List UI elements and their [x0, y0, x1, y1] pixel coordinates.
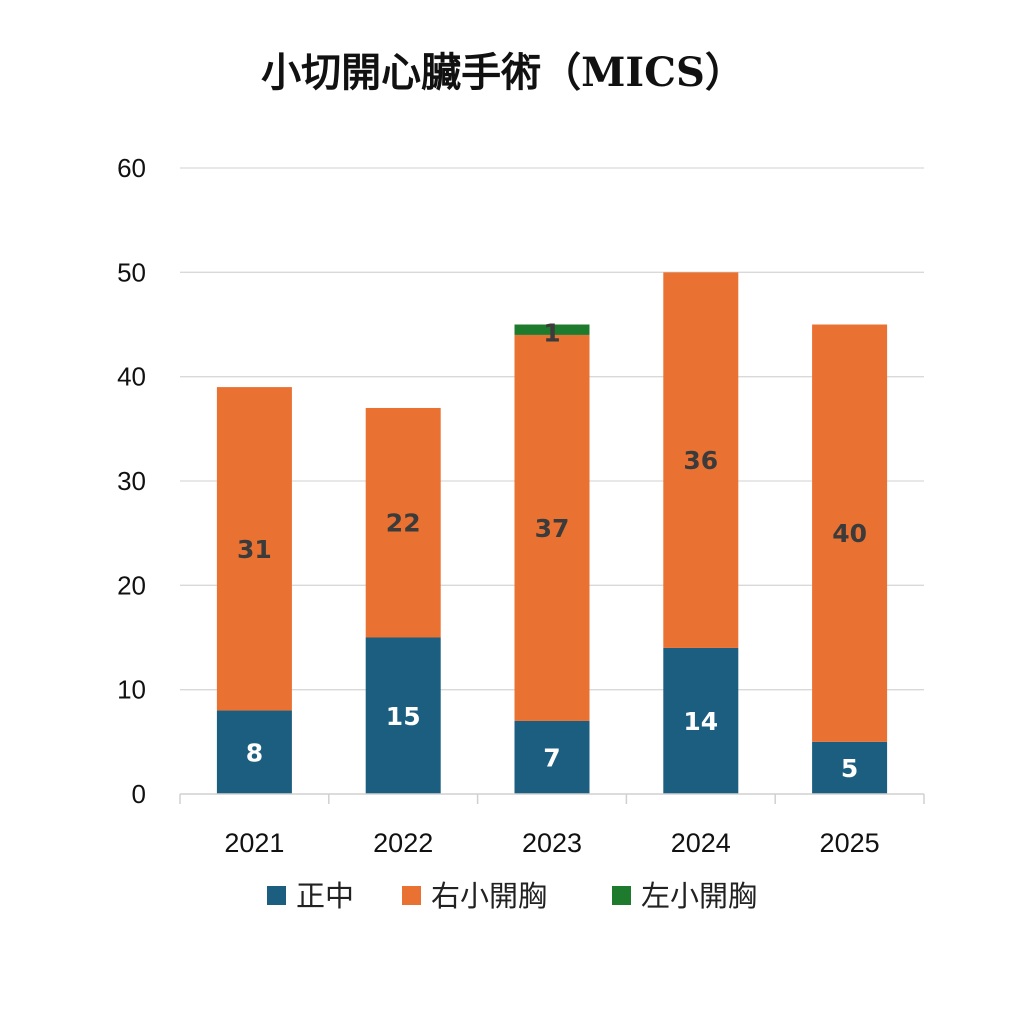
legend-swatch-左小開胸 — [612, 886, 631, 905]
bar-2023-右小開胸 — [514, 334, 590, 721]
bar-2023-左小開胸 — [514, 324, 590, 335]
data-label-2025-右小開胸: 40 — [832, 519, 867, 548]
y-tick-label-20: 20 — [117, 570, 146, 600]
legend-label-正中: 正中 — [296, 879, 354, 913]
x-tick-label-2025: 2025 — [820, 828, 880, 858]
bar-2021-正中 — [216, 710, 292, 794]
legend-swatch-正中 — [267, 886, 286, 905]
y-tick-label-10: 10 — [117, 675, 146, 705]
bar-2023-正中 — [514, 720, 590, 794]
y-tick-label-40: 40 — [117, 362, 146, 392]
y-tick-label-30: 30 — [117, 466, 146, 496]
data-labels: 8 31 15 22 7 37 1 14 36 5 40 — [237, 319, 867, 783]
legend: 正中 右小開胸 左小開胸 — [267, 879, 757, 913]
bar-2024-右小開胸 — [663, 272, 739, 648]
x-tick-label-2024: 2024 — [671, 828, 731, 858]
bar-2021-右小開胸 — [216, 387, 292, 711]
bar-2025-正中 — [812, 741, 888, 794]
data-label-2025-正中: 5 — [841, 754, 858, 783]
x-tick-label-2023: 2023 — [522, 828, 582, 858]
data-label-2021-右小開胸: 31 — [237, 535, 272, 564]
x-tick-label-2021: 2021 — [224, 828, 284, 858]
data-label-2021-正中: 8 — [246, 738, 263, 767]
data-label-2023-正中: 7 — [543, 743, 560, 772]
bar-2022-正中 — [365, 637, 441, 794]
y-axis: 0 10 20 30 40 50 60 — [117, 153, 146, 809]
bar-2025-右小開胸 — [812, 324, 888, 742]
legend-label-左小開胸: 左小開胸 — [641, 879, 757, 913]
legend-swatch-右小開胸 — [402, 886, 421, 905]
x-axis: 2021 2022 2023 2024 2025 — [179, 793, 925, 858]
data-label-2023-右小開胸: 37 — [535, 514, 570, 543]
bar-2022-右小開胸 — [365, 407, 441, 638]
data-label-2022-正中: 15 — [386, 702, 421, 731]
bar-segments — [216, 272, 888, 794]
y-tick-label-0: 0 — [132, 779, 146, 809]
chart-title: 小切開心臟手術（MICS） — [261, 49, 745, 96]
data-label-2024-正中: 14 — [683, 707, 718, 736]
data-label-2022-右小開胸: 22 — [386, 509, 421, 538]
data-label-2023-左小開胸: 1 — [543, 319, 560, 348]
data-label-2024-右小開胸: 36 — [683, 446, 718, 475]
legend-label-右小開胸: 右小開胸 — [431, 879, 547, 913]
y-tick-label-50: 50 — [117, 257, 146, 287]
y-tick-label-60: 60 — [117, 153, 146, 183]
bar-2024-正中 — [663, 647, 739, 794]
x-tick-label-2022: 2022 — [373, 828, 433, 858]
